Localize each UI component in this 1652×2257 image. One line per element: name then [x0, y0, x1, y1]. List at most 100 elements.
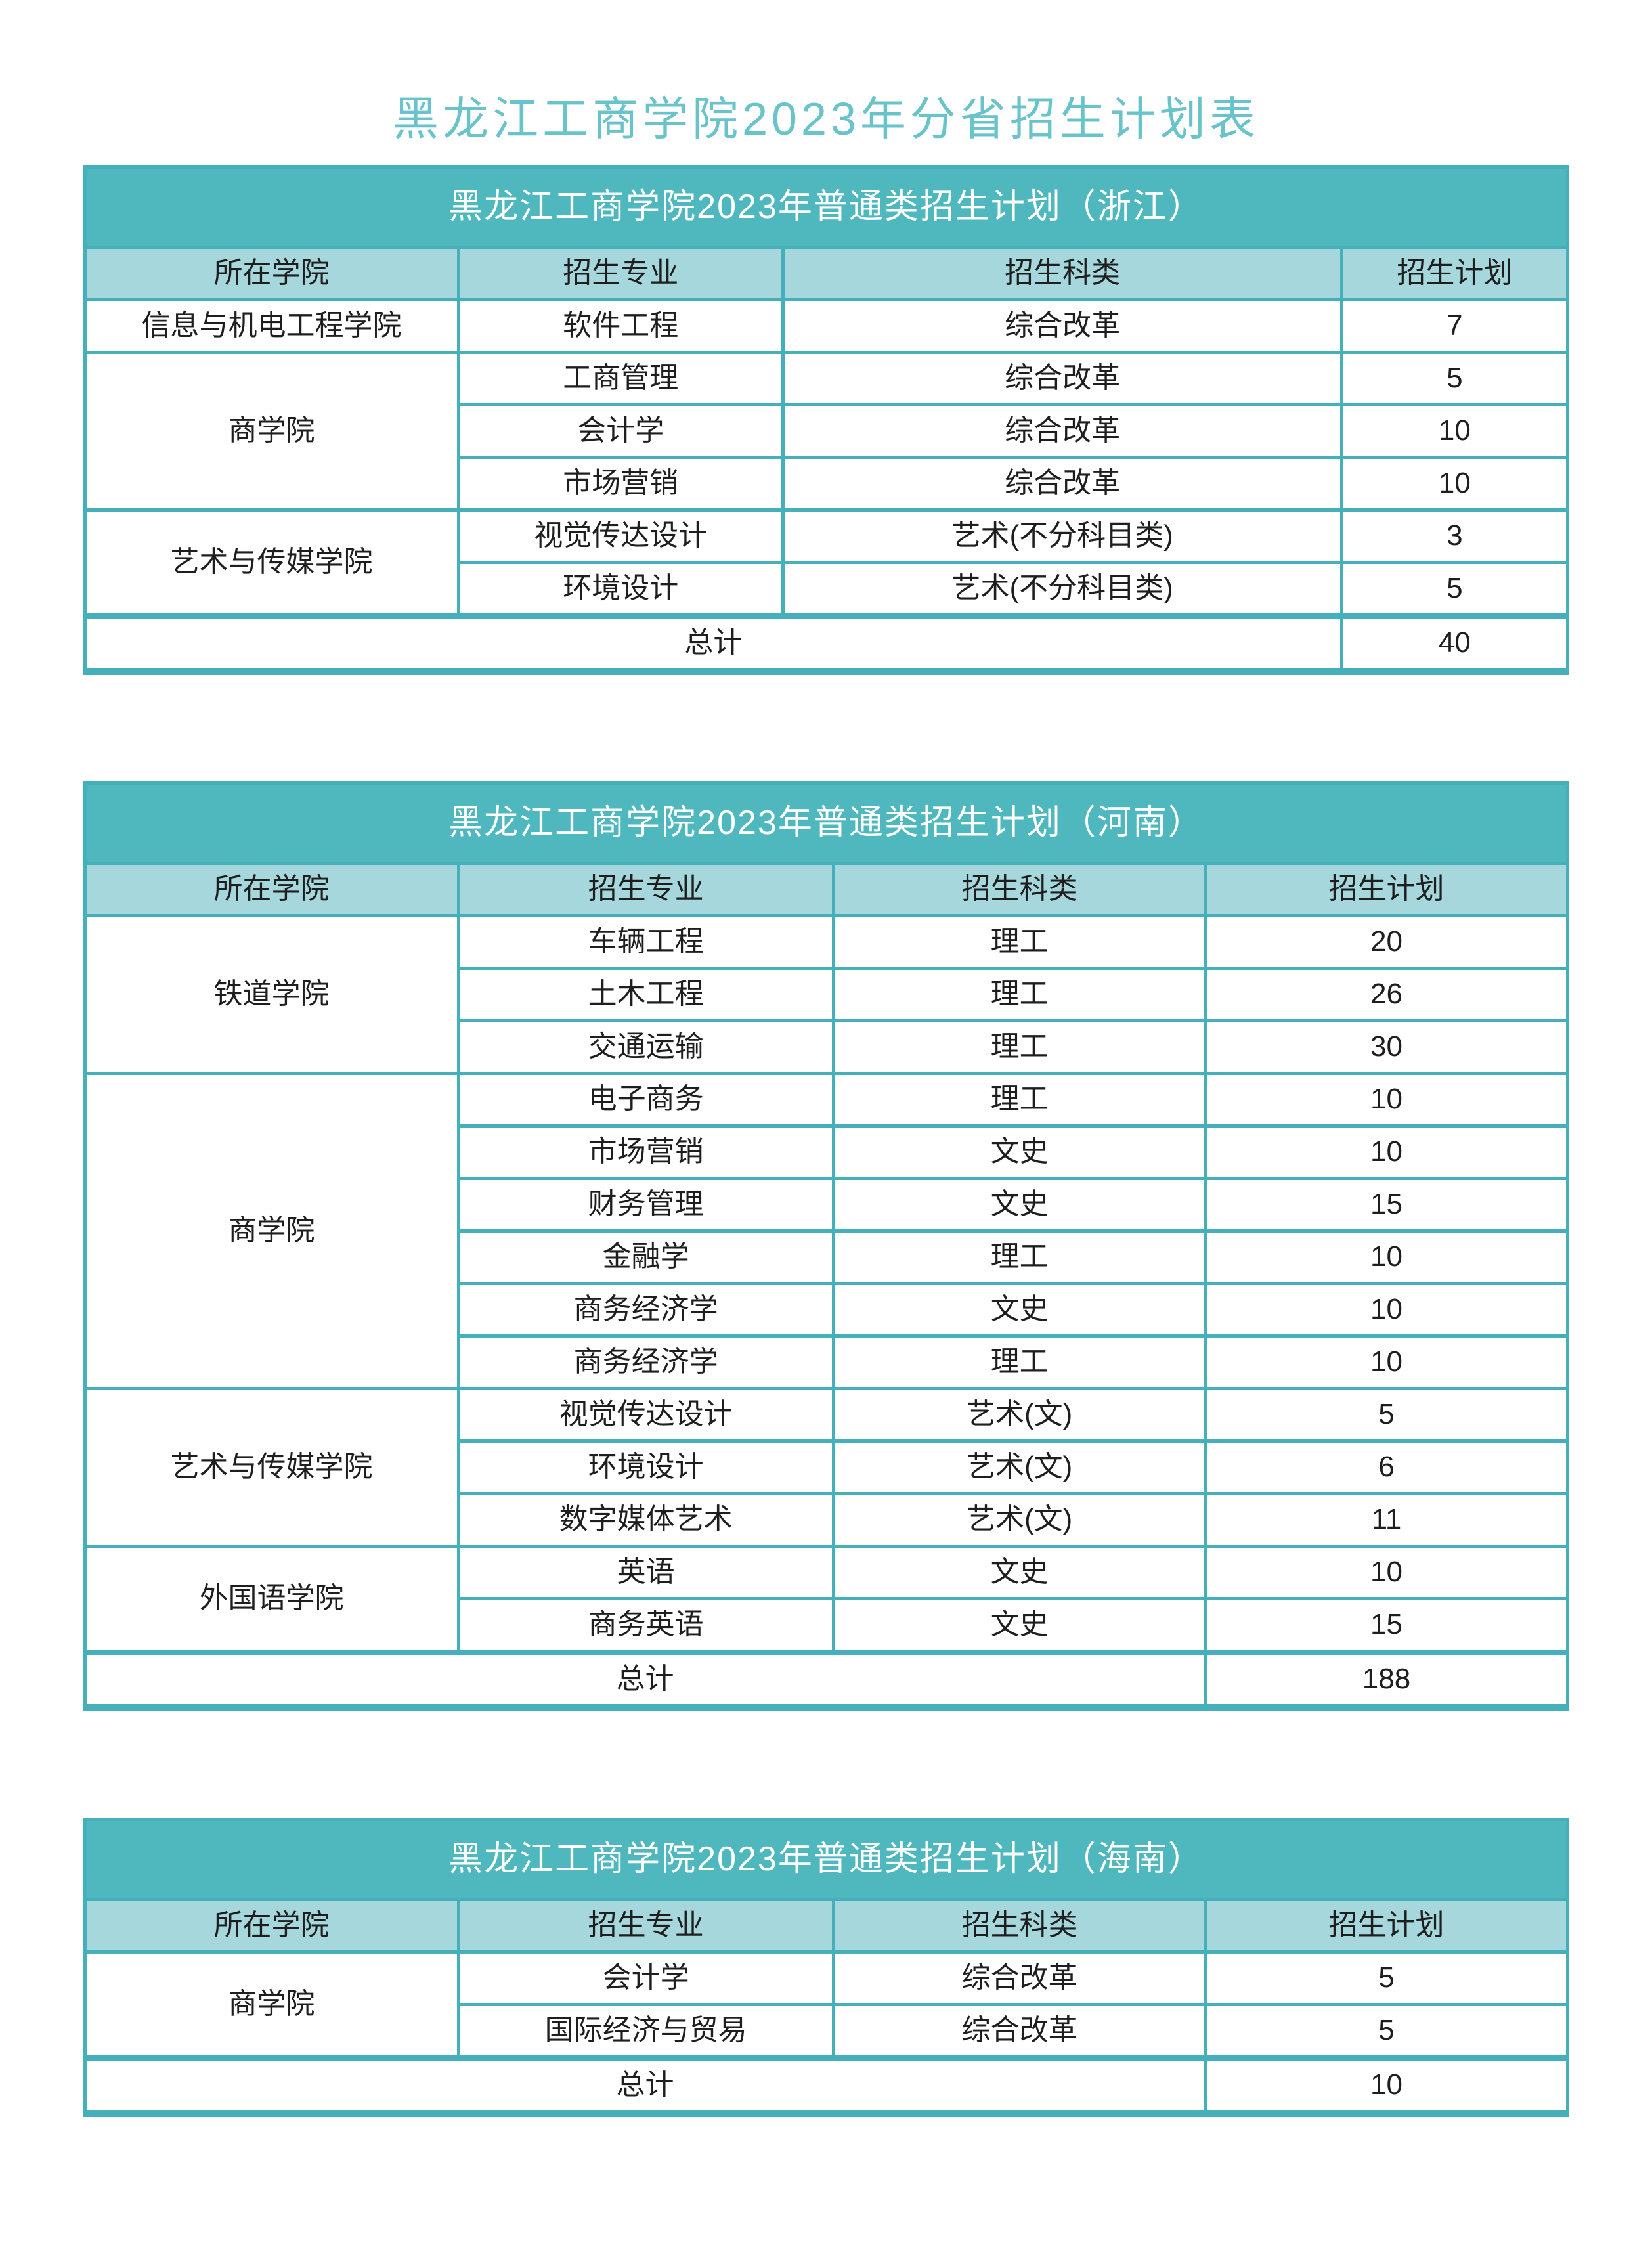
- column-header-college: 所在学院: [83, 862, 460, 917]
- plan-cell: 5: [1204, 2003, 1569, 2060]
- column-header-college: 所在学院: [83, 246, 460, 301]
- major-cell: 会计学: [456, 403, 785, 459]
- plan-cell: 10: [1204, 1334, 1569, 1390]
- college-cell: 信息与机电工程学院: [83, 298, 460, 354]
- plan-cell: 15: [1204, 1177, 1569, 1233]
- table-row: 交通运输 理工 30: [85, 1019, 1569, 1075]
- table-title-band: 黑龙江工商学院2023年普通类招生计划（浙江）: [83, 165, 1569, 249]
- table-title: 黑龙江工商学院2023年普通类招生计划（浙江）: [83, 165, 1569, 249]
- admission-plan-table-hainan: 黑龙江工商学院2023年普通类招生计划（海南） 所在学院 招生专业 招生科类 招…: [83, 1818, 1569, 2117]
- major-cell: 金融学: [456, 1229, 835, 1285]
- category-cell: 综合改革: [831, 2003, 1207, 2060]
- category-cell: 综合改革: [831, 1950, 1207, 2006]
- category-cell: 综合改革: [781, 351, 1344, 406]
- major-cell: 环境设计: [456, 1439, 835, 1495]
- table-title-band: 黑龙江工商学院2023年普通类招生计划（海南）: [83, 1818, 1569, 1901]
- plan-cell: 10: [1340, 456, 1569, 512]
- college-cell: 商学院: [83, 1950, 460, 2060]
- table-row: 市场营销 文史 10: [85, 1124, 1569, 1180]
- table-section-henan: 黑龙江工商学院2023年普通类招生计划（河南） 所在学院 招生专业 招生科类 招…: [0, 781, 1652, 1711]
- plan-cell: 10: [1340, 403, 1569, 459]
- plan-cell: 10: [1204, 1282, 1569, 1338]
- category-cell: 理工: [831, 967, 1207, 1022]
- table-row: 金融学 理工 10: [85, 1229, 1569, 1285]
- major-cell: 环境设计: [456, 561, 785, 618]
- total-label-cell: 总计: [83, 2055, 1207, 2115]
- admission-plan-table-henan: 黑龙江工商学院2023年普通类招生计划（河南） 所在学院 招生专业 招生科类 招…: [83, 781, 1569, 1711]
- table-row: 环境设计 艺术(不分科目类) 5: [85, 561, 1569, 618]
- column-header-category: 招生科类: [831, 862, 1207, 917]
- table-row: 国际经济与贸易 综合改革 5: [85, 2003, 1569, 2060]
- table-row: 商务经济学 文史 10: [85, 1282, 1569, 1338]
- plan-cell: 10: [1204, 1124, 1569, 1180]
- category-cell: 综合改革: [781, 298, 1344, 354]
- college-cell: 艺术与传媒学院: [83, 508, 460, 618]
- category-cell: 艺术(文): [831, 1387, 1207, 1443]
- table-title: 黑龙江工商学院2023年普通类招生计划（河南）: [83, 781, 1569, 865]
- category-cell: 文史: [831, 1545, 1207, 1600]
- table-row: 商学院 电子商务 理工 10: [83, 1072, 1569, 1390]
- plan-cell: 30: [1204, 1019, 1569, 1075]
- plan-cell: 26: [1204, 967, 1569, 1022]
- table-section-zhejiang: 黑龙江工商学院2023年普通类招生计划（浙江） 所在学院 招生专业 招生科类 招…: [0, 165, 1652, 675]
- total-label-cell: 总计: [83, 1650, 1207, 1709]
- major-cell: 市场营销: [456, 1124, 835, 1180]
- total-row: 总计 10: [83, 2055, 1569, 2115]
- table-row: 环境设计 艺术(文) 6: [85, 1439, 1569, 1495]
- plan-cell: 7: [1340, 298, 1569, 354]
- category-cell: 理工: [831, 1334, 1207, 1390]
- major-cell: 工商管理: [456, 351, 785, 406]
- table-row: 财务管理 文史 15: [85, 1177, 1569, 1233]
- plan-cell: 11: [1204, 1492, 1569, 1548]
- total-row: 总计 188: [83, 1650, 1569, 1709]
- plan-cell: 5: [1340, 351, 1569, 406]
- major-cell: 视觉传达设计: [456, 508, 785, 564]
- major-cell: 国际经济与贸易: [456, 2003, 835, 2060]
- plan-cell: 10: [1204, 1072, 1569, 1128]
- major-cell: 土木工程: [456, 967, 835, 1022]
- major-cell: 英语: [456, 1545, 835, 1600]
- total-label-cell: 总计: [83, 613, 1344, 673]
- table-row: 会计学 综合改革 10: [85, 403, 1569, 459]
- column-header-major: 招生专业: [456, 1898, 835, 1954]
- college-cell: 铁道学院: [83, 914, 460, 1075]
- category-cell: 理工: [831, 914, 1207, 970]
- major-cell: 交通运输: [456, 1019, 835, 1075]
- table-row: 商务英语 文史 15: [85, 1597, 1569, 1654]
- table-row: 铁道学院 车辆工程 理工 20: [83, 914, 1569, 1075]
- page-title: 黑龙江工商学院2023年分省招生计划表: [393, 93, 1259, 144]
- category-cell: 综合改革: [781, 456, 1344, 512]
- plan-cell: 3: [1340, 508, 1569, 564]
- column-header-category: 招生科类: [831, 1898, 1207, 1954]
- plan-cell: 10: [1204, 1545, 1569, 1600]
- college-cell: 商学院: [83, 351, 460, 512]
- table-row: 外国语学院 英语 文史 10: [83, 1545, 1569, 1654]
- major-cell: 商务经济学: [456, 1334, 835, 1390]
- category-cell: 理工: [831, 1072, 1207, 1128]
- plan-cell: 10: [1204, 1229, 1569, 1285]
- category-cell: 理工: [831, 1229, 1207, 1285]
- plan-cell: 20: [1204, 914, 1569, 970]
- category-cell: 艺术(文): [831, 1492, 1207, 1548]
- category-cell: 文史: [831, 1177, 1207, 1233]
- category-cell: 理工: [831, 1019, 1207, 1075]
- plan-cell: 5: [1204, 1950, 1569, 2006]
- college-cell: 商学院: [83, 1072, 460, 1390]
- table-row: 数字媒体艺术 艺术(文) 11: [85, 1492, 1569, 1548]
- table-row: 艺术与传媒学院 视觉传达设计 艺术(不分科目类) 3: [83, 508, 1569, 618]
- total-row: 总计 40: [83, 613, 1569, 673]
- table-title-band: 黑龙江工商学院2023年普通类招生计划（河南）: [83, 781, 1569, 865]
- plan-cell: 6: [1204, 1439, 1569, 1495]
- table-row: 商学院 会计学 综合改革 5: [83, 1950, 1569, 2060]
- column-header-plan: 招生计划: [1340, 246, 1569, 301]
- category-cell: 文史: [831, 1282, 1207, 1338]
- table-row: 商学院 工商管理 综合改革 5: [83, 351, 1569, 512]
- total-value-cell: 188: [1204, 1650, 1569, 1709]
- column-header-row: 所在学院 招生专业 招生科类 招生计划: [83, 862, 1569, 917]
- plan-cell: 5: [1340, 561, 1569, 618]
- column-header-plan: 招生计划: [1204, 1898, 1569, 1954]
- total-value-cell: 40: [1340, 613, 1569, 673]
- category-cell: 艺术(文): [831, 1439, 1207, 1495]
- major-cell: 商务英语: [456, 1597, 835, 1654]
